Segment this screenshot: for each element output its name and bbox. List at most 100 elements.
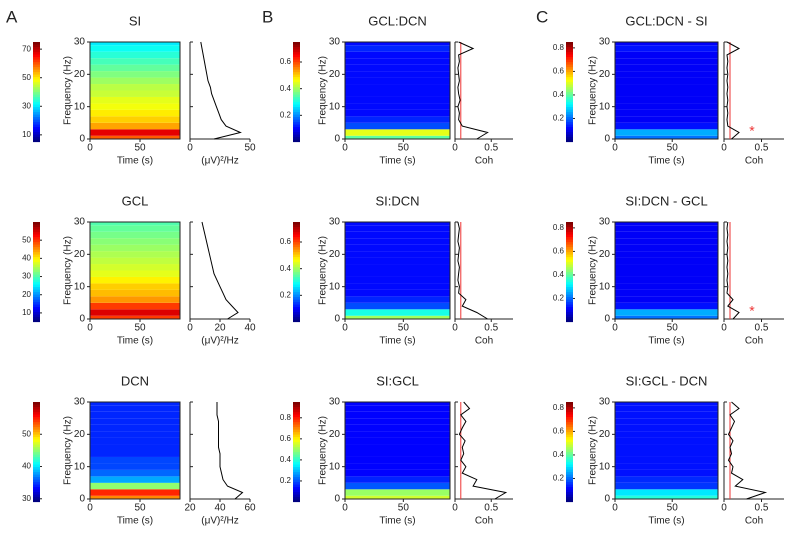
colorbar-step: [33, 307, 40, 310]
y-tick-label: 30: [599, 397, 611, 408]
colorbar-step: [33, 304, 40, 308]
colorbar-step: [33, 69, 40, 73]
heatmap-cell: [345, 116, 450, 123]
heatmap-cell: [90, 315, 180, 319]
heatmap-cell: [615, 42, 718, 46]
heatmap-cell: [615, 450, 718, 457]
colorbar-step: [33, 239, 40, 243]
heatmap-cell: [90, 424, 180, 432]
colorbar-step: [33, 422, 40, 425]
colorbar-step: [293, 77, 300, 80]
heatmap-cell: [615, 444, 718, 451]
colorbar-step: [33, 452, 40, 455]
heatmap-cell: [345, 244, 450, 252]
y-tick-label: 10: [329, 461, 341, 472]
colorbar-step: [33, 109, 40, 113]
x-tick-label: 0: [87, 503, 93, 514]
x-tick-label: 0: [342, 143, 348, 154]
profile-x-tick-label: 0.5: [755, 323, 769, 334]
colorbar-step: [566, 89, 573, 93]
heatmap-cell: [615, 109, 718, 117]
profile-x-tick-label: 0.5: [484, 503, 498, 514]
colorbar-step: [293, 497, 300, 500]
profile-x-tick-label: 0: [721, 323, 727, 334]
profile-x-tick-label: 0: [187, 323, 193, 334]
heatmap-cell: [90, 51, 180, 59]
heatmap-cell: [345, 84, 450, 91]
colorbar-step: [566, 487, 573, 490]
colorbar-tick-label: 0.2: [553, 114, 565, 123]
plot-frame: [614, 401, 719, 500]
colorbar-step: [33, 424, 40, 428]
colorbar-step: [33, 54, 40, 58]
colorbar-tick-label: 0.6: [553, 247, 565, 256]
colorbar-step: [566, 254, 573, 258]
colorbar-step: [293, 464, 300, 468]
colorbar-step: [33, 229, 40, 233]
heatmap-cell: [615, 90, 718, 97]
profile-line: [216, 402, 244, 500]
colorbar-step: [566, 422, 573, 425]
colorbar-step: [293, 279, 300, 283]
y-tick-label: 0: [604, 494, 610, 505]
heatmap-cell: [90, 135, 180, 139]
y-tick-label: 0: [604, 134, 610, 145]
heatmap-cell: [615, 135, 718, 139]
heatmap-cell: [345, 231, 450, 239]
colorbar-step: [293, 129, 300, 133]
colorbar-step: [33, 92, 40, 95]
x-tick-label: 0: [612, 143, 618, 154]
colorbar-step: [566, 122, 573, 125]
colorbar-step: [566, 127, 573, 130]
colorbar-step: [33, 224, 40, 228]
y-tick-label: 20: [329, 429, 341, 440]
heatmap-cell: [345, 309, 450, 316]
heatmap-cell: [345, 238, 450, 245]
heatmap-cell: [615, 96, 718, 104]
colorbar-tick-label: 0.4: [553, 270, 565, 279]
colorbar-step: [566, 114, 573, 118]
colorbar-step: [566, 449, 573, 453]
x-axis-label: Time (s): [117, 516, 153, 527]
profile-x-tick-label: 20: [214, 323, 226, 334]
profile-x-label: (μV)²/Hz: [201, 156, 238, 167]
colorbar-step: [33, 449, 40, 453]
colorbar-step: [293, 124, 300, 128]
colorbar-step: [293, 242, 300, 245]
heatmap-cell: [345, 51, 450, 59]
heatmap-cell: [90, 469, 180, 477]
colorbar-step: [293, 472, 300, 475]
colorbar-step: [293, 259, 300, 263]
colorbar-step: [566, 464, 573, 468]
plot-frame: [614, 41, 719, 140]
heatmap-cell: [615, 469, 718, 477]
colorbar-step: [566, 262, 573, 265]
colorbar-step: [566, 477, 573, 480]
colorbar-tick-label: 0.4: [553, 90, 565, 99]
colorbar-step: [33, 64, 40, 68]
colorbar-step: [33, 432, 40, 435]
heatmap-cell: [90, 495, 180, 499]
colorbar-step: [566, 49, 573, 53]
heatmap-cell: [615, 270, 718, 277]
colorbar-step: [566, 97, 573, 100]
colorbar-step: [293, 84, 300, 88]
colorbar-step: [566, 44, 573, 48]
colorbar-step: [293, 57, 300, 60]
colorbar-step: [293, 139, 300, 143]
colorbar-step: [33, 489, 40, 493]
heatmap-cell: [345, 42, 450, 46]
colorbar-step: [33, 97, 40, 100]
colorbar-step: [293, 467, 300, 470]
profile-line: [727, 401, 768, 500]
profile-line: [201, 221, 239, 320]
heatmap-cell: [90, 482, 180, 490]
y-tick-label: 20: [74, 429, 86, 440]
colorbar-step: [33, 454, 40, 458]
colorbar-step: [33, 467, 40, 470]
colorbar-tick-label: 0.4: [280, 84, 292, 93]
colorbar-tick-label: 70: [22, 44, 31, 53]
colorbar-tick-label: 30: [22, 272, 31, 281]
profile-x-label: Coh: [745, 156, 763, 167]
colorbar-step: [33, 82, 40, 85]
